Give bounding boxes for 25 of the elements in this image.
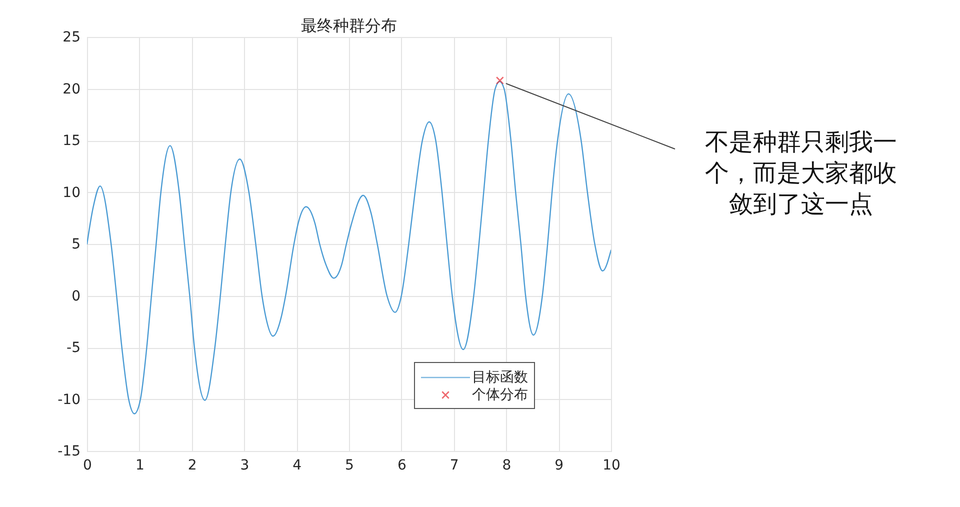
x-tick-label: 5 [345,458,354,474]
x-tick-label: 9 [554,458,564,474]
x-tick-label: 8 [502,458,512,474]
y-tick-label: 10 [62,184,80,201]
y-tick-label: -15 [58,444,80,460]
x-tick-label: 7 [450,458,459,474]
annotation: 不是种群只剩我一个，而是大家都收敛到了这一点 [705,128,897,218]
legend-label: 目标函数 [472,370,528,386]
x-tick-label: 3 [240,458,250,474]
x-tick-label: 4 [292,458,302,474]
y-tick-label: -10 [58,392,80,408]
y-tick-label: 0 [72,288,80,304]
y-tick-label: 15 [62,133,80,149]
y-tick-label: 25 [62,30,80,46]
chart-title: 最终种群分布 [301,16,397,35]
x-tick-label: 2 [188,458,197,474]
y-tick-label: 20 [62,81,80,98]
x-tick-label: 10 [602,458,620,474]
x-tick-label: 6 [397,458,406,474]
x-tick-label: 1 [135,458,144,474]
line-series [87,80,611,414]
legend-label: 个体分布 [472,387,528,403]
y-tick-label: 5 [72,236,80,252]
x-tick-label: 0 [83,458,92,474]
y-tick-label: -5 [66,340,80,356]
